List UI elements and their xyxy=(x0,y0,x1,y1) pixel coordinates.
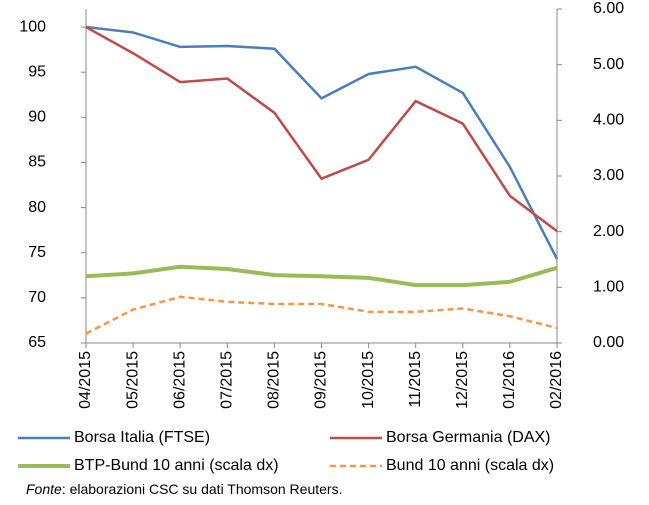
x-tick-label: 07/2015 xyxy=(219,351,236,409)
legend-label: Bund 10 anni (scala dx) xyxy=(386,457,554,474)
legend-label: Borsa Germania (DAX) xyxy=(386,429,551,446)
y-tick-label: 85 xyxy=(28,154,46,171)
y2-tick-label: 1.00 xyxy=(593,279,624,296)
y2-tick-label: 3.00 xyxy=(593,167,624,184)
series-line xyxy=(85,25,559,260)
series-line xyxy=(85,25,558,233)
y2-tick-label: 6.00 xyxy=(593,0,624,17)
y-tick-label: 100 xyxy=(19,18,46,35)
x-tick-label: 12/2015 xyxy=(454,351,471,409)
x-tick-label: 05/2015 xyxy=(124,351,141,409)
x-tick-label: 11/2015 xyxy=(407,351,424,408)
legend-label: Borsa Italia (FTSE) xyxy=(74,429,210,446)
series-line xyxy=(85,295,558,335)
x-tick-label: 02/2016 xyxy=(548,351,565,409)
x-tick-label: 04/2015 xyxy=(77,351,94,409)
x-tick-label: 06/2015 xyxy=(171,351,188,409)
y-tick-label: 75 xyxy=(28,244,46,261)
y-tick-label: 65 xyxy=(28,334,46,351)
source-text: : elaborazioni CSC su dati Thomson Reute… xyxy=(62,481,343,497)
y-tick-label: 70 xyxy=(28,289,46,306)
y2-tick-label: 0.00 xyxy=(593,334,624,351)
y2-tick-label: 5.00 xyxy=(593,56,624,73)
y-tick-label: 95 xyxy=(28,63,46,80)
y2-tick-label: 2.00 xyxy=(593,223,624,240)
source: Fonte: elaborazioni CSC su dati Thomson … xyxy=(26,481,342,497)
y-tick-label: 90 xyxy=(28,109,46,126)
y-tick-label: 80 xyxy=(28,199,46,216)
series-line xyxy=(85,264,558,288)
x-tick-label: 09/2015 xyxy=(313,351,330,409)
x-tick-label: 01/2016 xyxy=(501,351,518,409)
legend-label: BTP-Bund 10 anni (scala dx) xyxy=(74,457,279,474)
source-label: Fonte xyxy=(26,481,62,497)
x-tick-label: 10/2015 xyxy=(360,351,377,409)
y2-tick-label: 4.00 xyxy=(593,112,624,129)
x-tick-label: 08/2015 xyxy=(266,351,283,409)
